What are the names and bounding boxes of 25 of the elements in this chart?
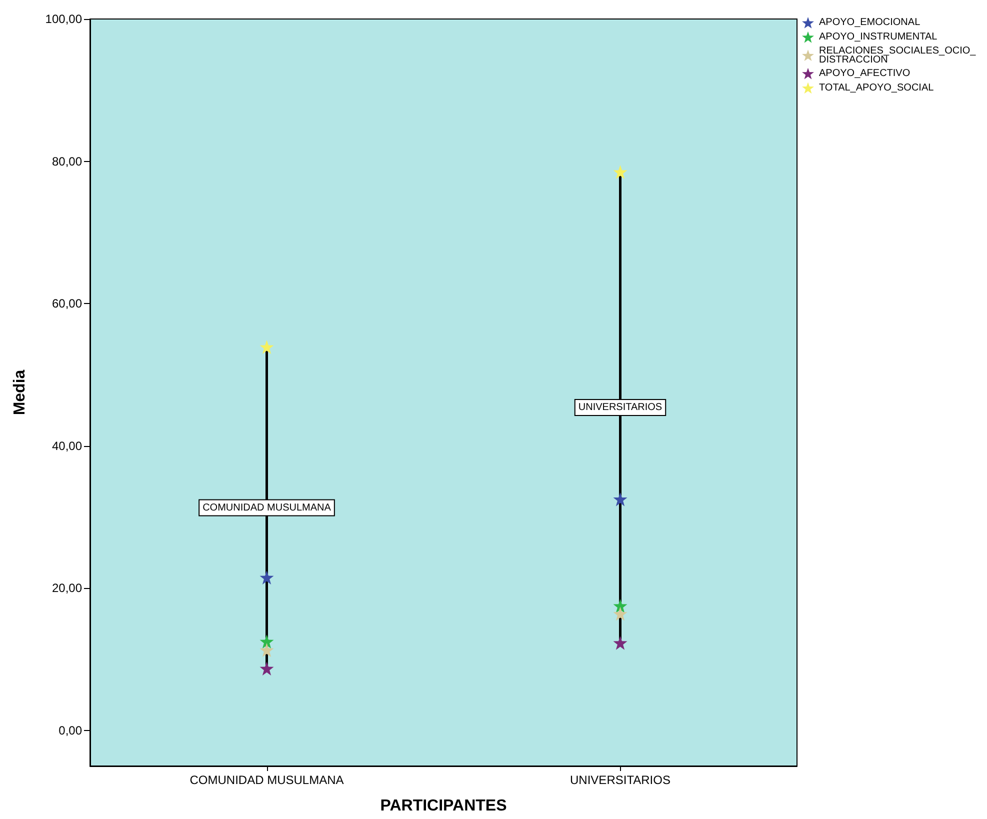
y-tick-label: 80,00 xyxy=(52,154,82,168)
point xyxy=(613,164,628,179)
y-axis-title: Media xyxy=(12,370,28,416)
point xyxy=(260,643,274,658)
y-tick-label: 0,00 xyxy=(58,723,82,738)
legend-label: RELACIONES_SOCIALES_OCIO_DISTRACCION xyxy=(819,45,976,66)
point xyxy=(613,636,628,650)
annotation: COMUNIDAD MUSULMANA xyxy=(202,502,332,514)
annotation: UNIVERSITARIOS xyxy=(578,402,662,413)
legend-label: TOTAL_APOYO_SOCIAL xyxy=(819,82,934,94)
point xyxy=(613,606,628,621)
point xyxy=(260,570,274,584)
legend-label: APOYO_AFECTIVO xyxy=(819,68,910,80)
y-tick-label: 100,00 xyxy=(45,12,82,26)
y-tick-label: 40,00 xyxy=(52,438,82,453)
y-tick-label: 20,00 xyxy=(52,581,82,596)
y-tick-label: 60,00 xyxy=(52,296,82,311)
point xyxy=(260,340,274,354)
point xyxy=(613,598,628,613)
x-axis-title: PARTICIPANTES xyxy=(380,798,508,814)
point xyxy=(613,492,628,506)
point xyxy=(260,662,274,676)
legend-label: APOYO_INSTRUMENTAL xyxy=(819,32,938,43)
point xyxy=(260,634,274,648)
legend-label: APOYO_EMOCIONAL xyxy=(819,17,921,28)
